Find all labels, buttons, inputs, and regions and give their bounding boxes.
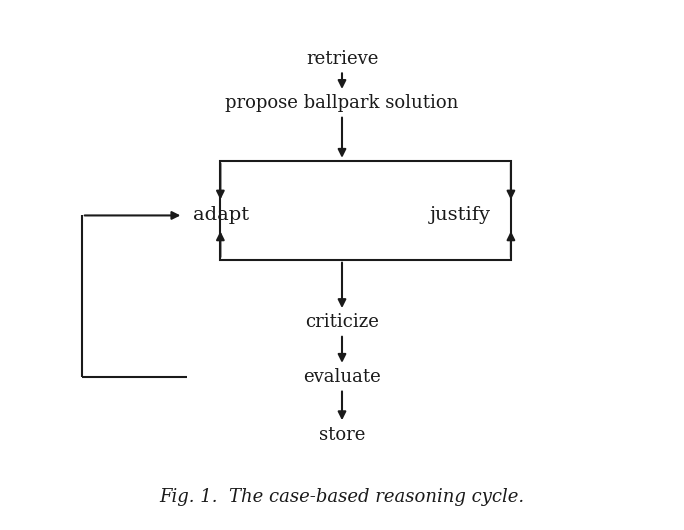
Bar [220, 161, 511, 260]
Text: propose ballpark solution: propose ballpark solution [225, 94, 459, 112]
Text: evaluate: evaluate [303, 368, 381, 386]
Text: criticize: criticize [305, 313, 379, 331]
Text: Fig. 1.  The case-based reasoning cycle.: Fig. 1. The case-based reasoning cycle. [159, 488, 525, 506]
Text: store: store [319, 426, 365, 444]
Text: retrieve: retrieve [306, 50, 378, 68]
Text: justify: justify [430, 207, 490, 224]
Text: adapt: adapt [194, 207, 250, 224]
